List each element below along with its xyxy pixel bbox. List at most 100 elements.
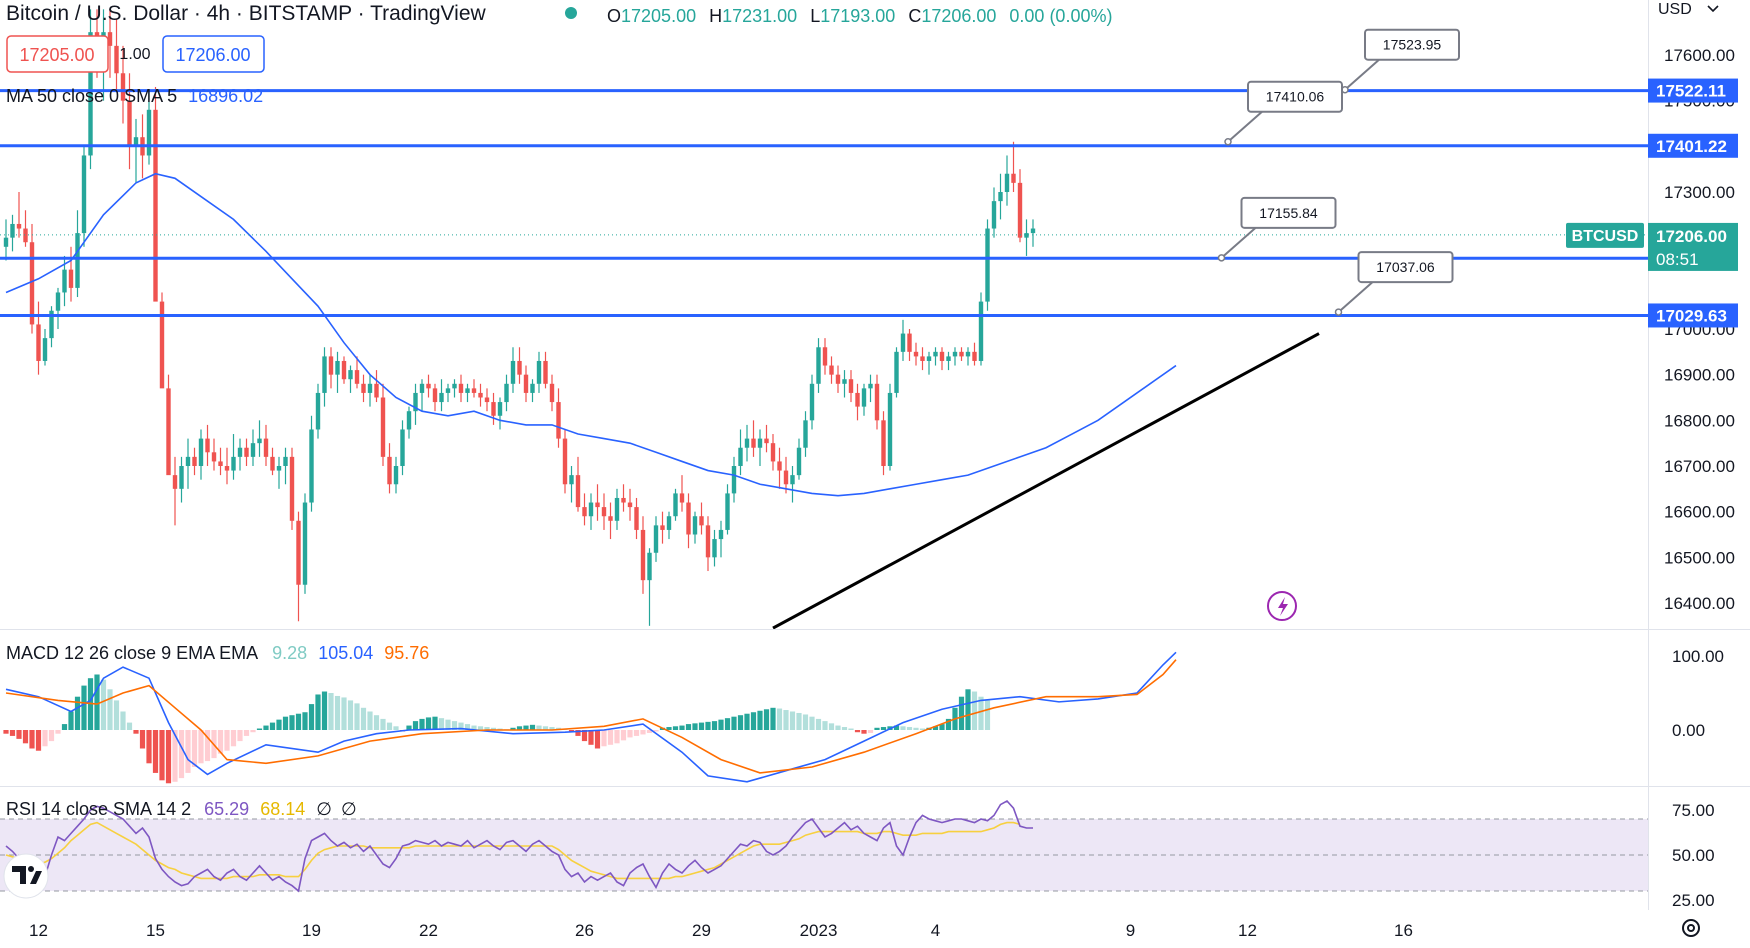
price-callout[interactable]: 17410.06	[1224, 80, 1343, 146]
candle[interactable]	[757, 429, 763, 466]
candle[interactable]	[406, 406, 412, 439]
candle[interactable]	[159, 292, 165, 389]
rsi-line[interactable]	[5, 799, 1033, 893]
candle[interactable]	[198, 429, 204, 480]
candle[interactable]	[471, 379, 477, 398]
candle[interactable]	[777, 447, 782, 489]
candle[interactable]	[920, 347, 925, 371]
ma-legend[interactable]: MA 50 close 0 SMA 5 16896.02	[6, 86, 263, 106]
candle[interactable]	[686, 493, 691, 549]
candle[interactable]	[1004, 155, 1010, 206]
candle[interactable]	[595, 484, 600, 521]
candle[interactable]	[679, 475, 685, 512]
ma-50-line[interactable]	[5, 172, 1177, 497]
candle[interactable]	[829, 356, 834, 384]
candle[interactable]	[699, 502, 704, 535]
candle[interactable]	[796, 438, 802, 480]
last-price-tag[interactable]: BTCUSD 17206.00 08:51	[1566, 222, 1738, 271]
candle[interactable]	[816, 338, 821, 393]
candle[interactable]	[283, 447, 288, 485]
candle[interactable]	[419, 379, 425, 412]
candle[interactable]	[933, 347, 938, 366]
rsi-legend[interactable]: RSI 14 close SMA 14 2 65.29 68.14 ∅ ∅	[6, 799, 357, 819]
candle[interactable]	[907, 329, 912, 361]
candle[interactable]	[153, 86, 158, 302]
candle[interactable]	[614, 488, 620, 530]
candle[interactable]	[874, 374, 880, 430]
candle[interactable]	[465, 383, 470, 403]
candle[interactable]	[439, 379, 444, 412]
candle[interactable]	[731, 456, 737, 503]
candle[interactable]	[361, 374, 366, 403]
candle[interactable]	[751, 420, 756, 457]
candle[interactable]	[744, 424, 750, 462]
macd-line[interactable]	[5, 651, 1177, 783]
candle[interactable]	[185, 438, 191, 489]
candle[interactable]	[978, 292, 984, 366]
candle[interactable]	[887, 383, 893, 471]
macd-legend[interactable]: MACD 12 26 close 9 EMA EMA 9.28 105.04 9…	[6, 643, 429, 663]
candle[interactable]	[179, 456, 184, 503]
candle[interactable]	[738, 429, 743, 476]
candle[interactable]	[348, 365, 353, 393]
candle[interactable]	[16, 192, 22, 238]
rsi-sma-line[interactable]	[5, 821, 1021, 880]
candle[interactable]	[705, 516, 711, 572]
candle[interactable]	[426, 374, 431, 398]
candle[interactable]	[881, 411, 886, 476]
candle[interactable]	[445, 383, 451, 403]
buy-button[interactable]	[162, 35, 265, 73]
candle[interactable]	[289, 447, 295, 530]
candle[interactable]	[601, 493, 607, 530]
candle[interactable]	[608, 502, 613, 540]
candle[interactable]	[991, 187, 997, 238]
candle[interactable]	[673, 488, 678, 521]
candle[interactable]	[900, 319, 906, 361]
price-callout[interactable]: 17037.06	[1334, 251, 1454, 316]
candle[interactable]	[842, 370, 847, 398]
candle[interactable]	[530, 379, 535, 403]
candle[interactable]	[764, 424, 769, 453]
candle[interactable]	[237, 438, 243, 471]
candle[interactable]	[302, 493, 308, 594]
candle[interactable]	[1024, 219, 1029, 256]
candle[interactable]	[575, 456, 581, 512]
candle[interactable]	[913, 342, 919, 366]
candle[interactable]	[517, 347, 522, 384]
candle[interactable]	[848, 370, 854, 403]
candle[interactable]	[218, 447, 223, 476]
candle[interactable]	[192, 447, 197, 476]
candle[interactable]	[478, 383, 483, 407]
candle[interactable]	[10, 214, 15, 252]
candle[interactable]	[75, 210, 80, 298]
candle[interactable]	[855, 383, 860, 421]
candle[interactable]	[1017, 169, 1023, 243]
candle[interactable]	[400, 420, 405, 476]
candle[interactable]	[367, 374, 373, 407]
candle[interactable]	[972, 342, 977, 366]
candle[interactable]	[504, 374, 509, 412]
candle[interactable]	[790, 466, 795, 503]
candle[interactable]	[244, 438, 249, 466]
candle[interactable]	[497, 397, 503, 430]
candle[interactable]	[562, 429, 568, 494]
candle[interactable]	[926, 351, 932, 375]
candle[interactable]	[660, 511, 665, 544]
candle[interactable]	[315, 383, 321, 439]
candle[interactable]	[380, 383, 386, 466]
candle[interactable]	[49, 306, 54, 348]
candle[interactable]	[263, 424, 269, 466]
candle[interactable]	[354, 356, 360, 389]
candle[interactable]	[998, 173, 1003, 220]
gear-icon[interactable]	[1682, 919, 1700, 937]
candle[interactable]	[640, 516, 646, 594]
candle[interactable]	[146, 91, 152, 165]
candle[interactable]	[510, 347, 516, 393]
candle[interactable]	[491, 392, 496, 425]
candle[interactable]	[133, 118, 139, 183]
candle[interactable]	[257, 420, 262, 457]
candle[interactable]	[718, 520, 724, 558]
candle[interactable]	[114, 18, 119, 92]
candle[interactable]	[549, 374, 555, 412]
